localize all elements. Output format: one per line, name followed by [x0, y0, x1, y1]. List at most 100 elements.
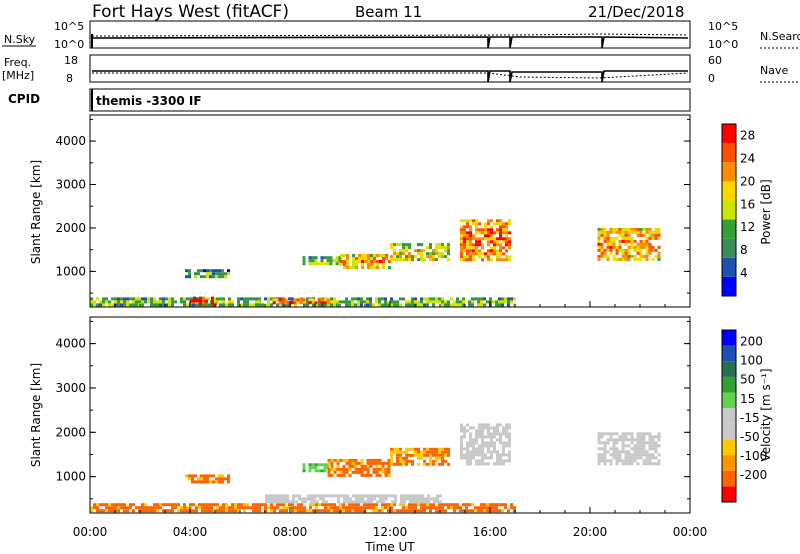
power-y-tick-label: 1000: [55, 264, 86, 278]
nsearch-tick-bottom: 10^0: [708, 38, 738, 51]
velocity-echo-region: [460, 423, 511, 466]
velocity-colorbar-tick: 200: [740, 334, 763, 348]
power-colorbar: 4 8 12 16 20 24 28: [721, 123, 755, 297]
velocity-y-tick-label: 4000: [55, 337, 86, 351]
velocity-colorbar-segment: [722, 470, 736, 487]
power-colorbar-tick: 28: [740, 128, 755, 142]
velocity-echo-region: [302, 463, 330, 473]
velocity-colorbar-segment: [722, 486, 736, 502]
x-axis-label: Time UT: [364, 540, 415, 554]
power-echo-region: [272, 298, 330, 305]
freq-tick-bottom: 8: [66, 72, 73, 85]
velocity-y-tick-label: 2000: [55, 425, 86, 439]
power-y-tick-label: 4000: [55, 134, 86, 148]
date-label: 21/Dec/2018: [588, 3, 684, 21]
power-colorbar-tick: 24: [740, 151, 755, 165]
power-y-axis: 1000 2000 3000 4000: [55, 118, 691, 307]
nsky-tick-bottom: 10^0: [54, 38, 84, 51]
power-echo-region: [460, 219, 511, 262]
power-echo-layer: [90, 219, 661, 307]
power-colorbar-tick: 20: [740, 174, 755, 188]
power-colorbar-label: Power [dB]: [759, 179, 773, 244]
station-title: Fort Hays West (fitACF): [92, 2, 289, 22]
velocity-y-tick-label: 3000: [55, 381, 86, 395]
nsearch-label: N.Search: [760, 30, 800, 43]
x-tick-label: 00:00: [73, 525, 108, 539]
x-tick-label: 12:00: [373, 525, 408, 539]
power-panel: 1000 2000 3000 4000 Slant Range [km] 4 8 12 16…: [29, 114, 773, 308]
power-colorbar-segment: [722, 219, 736, 239]
velocity-colorbar-segment: [722, 330, 736, 346]
nsky-tick-top: 10^5: [54, 20, 84, 33]
freq-tick-top: 18: [64, 54, 78, 67]
velocity-colorbar-tick: 50: [740, 373, 755, 387]
power-echo-region: [185, 269, 230, 279]
velocity-colorbar-segment: [722, 408, 736, 424]
velocity-colorbar-tick: -200: [740, 468, 767, 482]
power-echo-region: [597, 227, 661, 261]
nsearch-tick-top: 10^5: [708, 20, 738, 33]
velocity-colorbar-segment: [722, 439, 736, 456]
power-colorbar-segment: [722, 238, 736, 258]
x-tick-label: 00:00: [673, 525, 708, 539]
nave-trace: [92, 72, 689, 79]
nsky-panel: N.Sky 10^5 10^0 10^5 10^0 N.Search: [2, 20, 800, 51]
power-colorbar-tick: 16: [740, 197, 755, 211]
velocity-panel: 1000 2000 3000 4000 Slant Range [km] 200 100…: [29, 316, 773, 514]
velocity-echo-region: [390, 447, 450, 466]
power-colorbar-segment: [722, 276, 736, 296]
velocity-colorbar-segment: [722, 392, 736, 409]
velocity-colorbar-segment: [722, 423, 736, 440]
velocity-colorbar-tick: 15: [740, 392, 755, 406]
velocity-echo-region: [327, 458, 391, 477]
x-tick-label: 08:00: [273, 525, 308, 539]
x-tick-label: 20:00: [573, 525, 608, 539]
beam-label: Beam 11: [355, 3, 422, 21]
velocity-colorbar-segment: [722, 376, 736, 393]
freq-unit: [MHz]: [2, 69, 34, 82]
power-colorbar-segment: [722, 143, 736, 163]
velocity-colorbar-tick: -50: [740, 430, 760, 444]
velocity-colorbar-segment: [722, 345, 736, 362]
velocity-colorbar-segment: [722, 455, 736, 471]
nsearch-trace: [91, 33, 689, 37]
x-tick-label: 04:00: [173, 525, 208, 539]
velocity-echo-region: [185, 474, 230, 484]
power-colorbar-segment: [722, 181, 736, 201]
velocity-y-label: Slant Range [km]: [29, 363, 43, 467]
velocity-echo-region: [597, 432, 661, 466]
nsky-trace: [91, 36, 689, 49]
nave-tick-bottom: 0: [708, 72, 715, 85]
power-y-tick-label: 2000: [55, 221, 86, 235]
freq-label: Freq.: [4, 56, 31, 69]
velocity-echo-region: [90, 503, 516, 513]
cpid-panel: CPID themis -3300 IF: [8, 88, 691, 112]
power-echo-region: [340, 254, 391, 269]
power-y-tick-label: 3000: [55, 178, 86, 192]
power-colorbar-tick: 4: [740, 266, 748, 280]
power-y-label: Slant Range [km]: [29, 160, 43, 264]
nsky-label: N.Sky: [4, 33, 36, 46]
velocity-colorbar-tick: -100: [740, 449, 767, 463]
power-colorbar-tick: 12: [740, 220, 755, 234]
power-colorbar-segment: [722, 257, 736, 277]
power-colorbar-tick: 8: [740, 243, 748, 257]
velocity-echo-region: [265, 494, 442, 504]
time-x-axis: 00:00 04:00 08:00 12:00 16:00 20:00 00:00: [73, 525, 708, 539]
velocity-y-tick-label: 1000: [55, 470, 86, 484]
velocity-colorbar-label: Velocity [m s⁻¹]: [759, 368, 773, 461]
cpid-value: themis -3300 IF: [96, 94, 202, 108]
nave-label: Nave: [760, 64, 788, 77]
velocity-colorbar-segment: [722, 361, 736, 377]
nave-tick-top: 60: [708, 54, 722, 67]
velocity-echo-layer: [90, 423, 661, 513]
power-colorbar-segment: [722, 124, 736, 144]
velocity-y-axis: 1000 2000 3000 4000: [55, 320, 691, 513]
x-tick-label: 16:00: [473, 525, 508, 539]
freq-trace: [92, 70, 688, 83]
velocity-colorbar-tick: 100: [740, 354, 763, 368]
power-colorbar-segment: [722, 162, 736, 182]
cpid-label: CPID: [8, 92, 40, 106]
power-colorbar-segment: [722, 200, 736, 220]
